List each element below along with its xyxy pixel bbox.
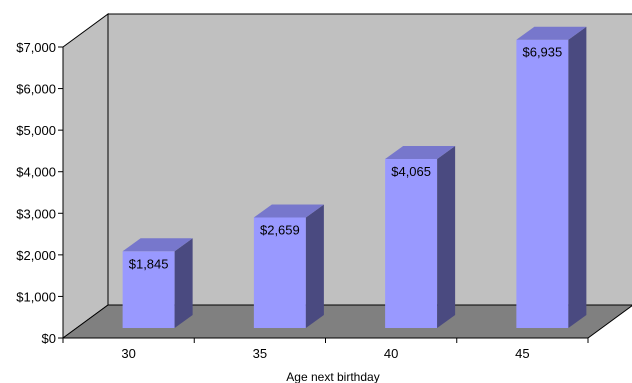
bar: $2,659 <box>253 204 324 328</box>
y-tick-label: $2,000 <box>16 248 56 263</box>
bar-front <box>122 251 175 328</box>
data-label: $1,845 <box>129 256 169 271</box>
x-axis-ticks: 30 35 40 45 <box>62 338 589 361</box>
x-tick-label: 45 <box>515 346 529 361</box>
data-label: $2,659 <box>260 222 300 237</box>
back-wall <box>107 13 632 306</box>
bar-top <box>253 204 324 218</box>
bar-top <box>516 26 587 40</box>
bar-side <box>174 238 193 328</box>
y-tick-label: $3,000 <box>16 206 56 221</box>
floor <box>61 304 632 339</box>
x-axis-title: Age next birthday <box>286 370 379 383</box>
y-tick-label: $0 <box>42 331 56 346</box>
bar-front <box>516 39 569 328</box>
x-tick-label: 35 <box>253 346 267 361</box>
y-axis-ticks: $0 $1,000 $2,000 $3,000 $4,000 $5,000 $6,000 $7… <box>16 40 63 346</box>
x-tick-label: 40 <box>384 346 398 361</box>
side-wall <box>62 13 109 339</box>
data-label: $4,065 <box>391 164 431 179</box>
data-label: $6,935 <box>522 45 562 60</box>
bar: $4,065 <box>385 146 456 328</box>
y-tick-label: $7,000 <box>16 40 56 55</box>
bar-front <box>253 217 306 328</box>
bar-side <box>437 146 456 328</box>
bar-front <box>385 159 438 328</box>
bar-top <box>122 238 193 252</box>
bar-side <box>568 26 587 328</box>
y-tick-label: $5,000 <box>16 123 56 138</box>
bar-side <box>305 204 324 328</box>
bar-top <box>385 146 456 160</box>
y-tick-label: $6,000 <box>16 82 56 97</box>
bar: $1,845 <box>122 238 193 328</box>
y-tick-label: $1,000 <box>16 289 56 304</box>
bars: $1,845 $2,659 $4,065 $6,935 <box>122 26 587 328</box>
bar: $6,935 <box>516 26 587 328</box>
chart-walls <box>61 13 632 339</box>
x-tick-label: 30 <box>121 346 135 361</box>
y-tick-label: $4,000 <box>16 165 56 180</box>
